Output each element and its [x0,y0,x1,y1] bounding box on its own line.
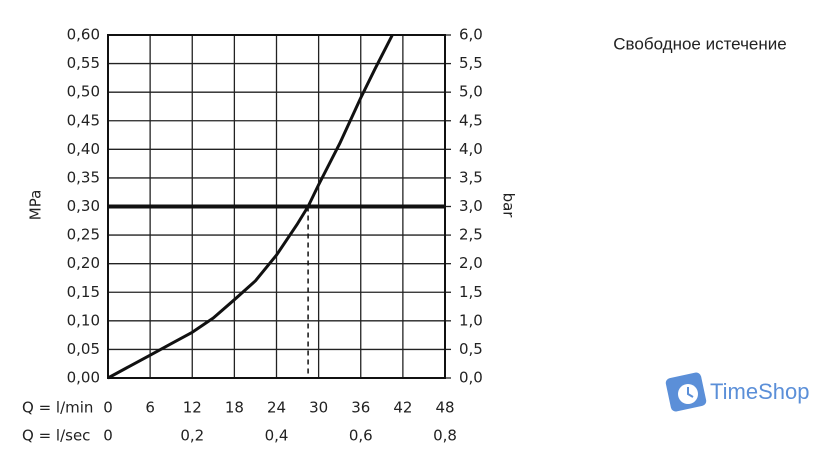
y2-tick-label: 4,5 [459,111,483,129]
y-tick-label: 0,60 [67,26,100,44]
x2-tick-label: 0,6 [349,427,373,445]
y2-tick-label: 4,0 [459,140,483,158]
y2-tick-label: 0,0 [459,369,483,387]
logo: TimeShop [665,372,809,412]
y2-tick-label: 2,0 [459,254,483,272]
y-tick-label: 0,15 [67,283,100,301]
x-tick-label: 42 [393,399,412,417]
x-tick-label: 18 [225,399,244,417]
x-tick-label: 30 [309,399,328,417]
y-tick-label: 0,55 [67,54,100,72]
y2-tick-label: 3,5 [459,168,483,186]
y-tick-label: 0,40 [67,140,100,158]
x-tick-label: 36 [351,399,370,417]
x-tick-label: 6 [145,399,155,417]
x-tick-label: 48 [435,399,454,417]
y-tick-label: 0,25 [67,226,100,244]
y2-tick-label: 2,5 [459,226,483,244]
chart-title: Свободное истечение [613,34,786,53]
y-tick-label: 0,20 [67,254,100,272]
logo-text: TimeShop [710,379,809,404]
x-tick-label: 0 [103,399,113,417]
y-tick-label: 0,30 [67,197,100,215]
x2-tick-label: 0,8 [433,427,457,445]
x2-tick-label: 0 [103,427,113,445]
x2-tick-label: 0,4 [265,427,289,445]
y2-tick-label: 1,5 [459,283,483,301]
x-axis-label: Q = l/min [22,399,93,417]
x2-axis-label: Q = l/sec [22,427,90,445]
y-tick-label: 0,50 [67,83,100,101]
y2-tick-label: 3,0 [459,197,483,215]
y2-tick-label: 0,5 [459,340,483,358]
y-tick-label: 0,05 [67,340,100,358]
x-tick-label: 12 [183,399,202,417]
y-axis-label: MPa [27,190,45,221]
y-tick-label: 0,45 [67,111,100,129]
y2-tick-label: 5,0 [459,83,483,101]
y-tick-label: 0,35 [67,168,100,186]
x-tick-label: 24 [267,399,286,417]
y2-tick-label: 1,0 [459,311,483,329]
x2-tick-label: 0,2 [180,427,204,445]
y2-tick-label: 5,5 [459,54,483,72]
curve [107,34,394,380]
y-tick-label: 0,00 [67,369,100,387]
y-tick-label: 0,10 [67,311,100,329]
logo-hands [687,387,694,398]
y2-tick-label: 6,0 [459,26,483,44]
y2-axis-label: bar [500,193,518,219]
